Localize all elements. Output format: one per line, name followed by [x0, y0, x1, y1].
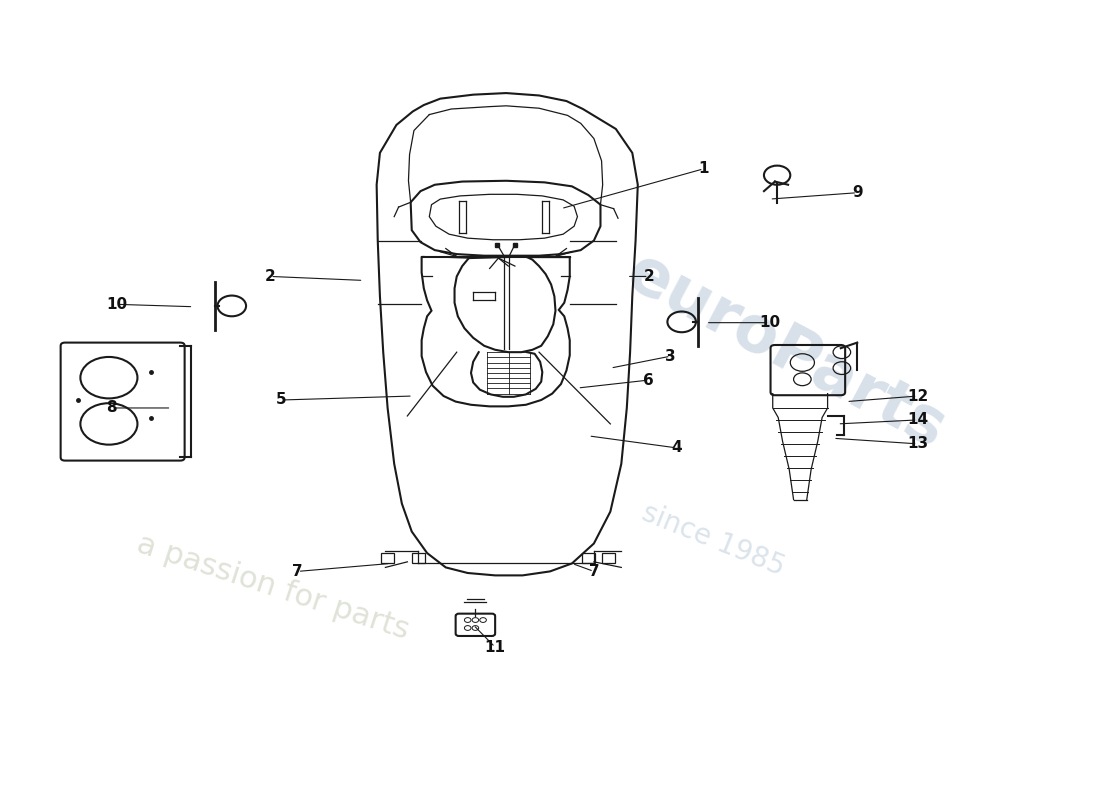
Text: euroParts: euroParts [616, 241, 956, 461]
Text: 13: 13 [908, 436, 928, 451]
Text: 8: 8 [106, 401, 117, 415]
Text: since 1985: since 1985 [638, 498, 789, 582]
Bar [582, 553, 595, 562]
Text: 2: 2 [265, 269, 276, 284]
Text: 5: 5 [276, 393, 286, 407]
Text: 7: 7 [293, 564, 303, 579]
Text: 6: 6 [644, 373, 654, 387]
Text: 10: 10 [106, 297, 128, 312]
Bar [602, 553, 615, 562]
Text: 2: 2 [644, 269, 654, 284]
Text: 1: 1 [698, 162, 708, 176]
Bar [411, 553, 425, 562]
Bar [381, 553, 394, 562]
Text: a passion for parts: a passion for parts [133, 530, 412, 645]
Text: 12: 12 [906, 389, 928, 403]
Text: 10: 10 [759, 315, 780, 330]
Text: 14: 14 [908, 413, 928, 427]
Text: 7: 7 [588, 564, 600, 579]
Text: 9: 9 [851, 186, 862, 200]
Text: 3: 3 [666, 349, 676, 364]
Text: 4: 4 [671, 440, 682, 455]
Text: 11: 11 [485, 640, 506, 654]
